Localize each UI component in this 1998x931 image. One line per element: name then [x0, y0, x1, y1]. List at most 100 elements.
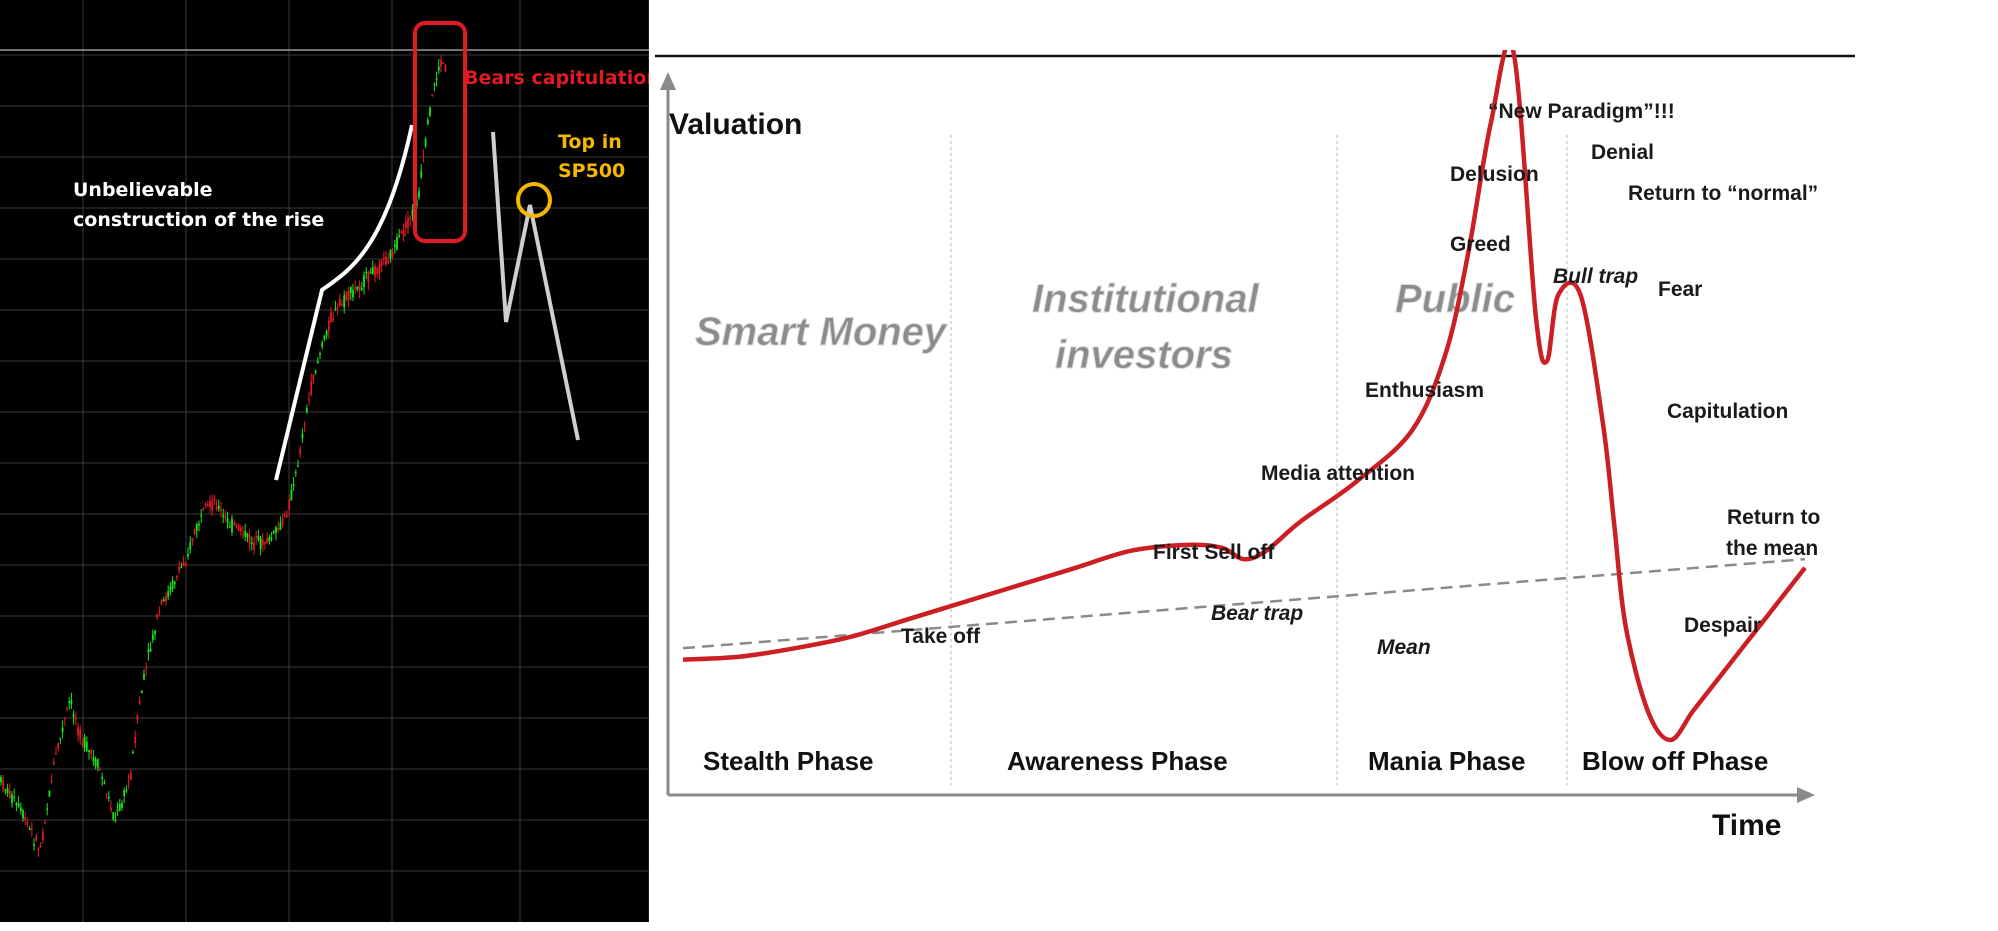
phase-label-blow-off: Blow off Phase	[1582, 746, 1768, 776]
candle-body	[327, 320, 330, 332]
candle-body	[345, 292, 348, 301]
candle-body	[77, 727, 79, 735]
candle-body	[242, 533, 244, 536]
candle-body	[277, 528, 280, 531]
candle-body	[90, 749, 93, 754]
candle-body	[39, 845, 42, 848]
candle-body	[0, 776, 2, 783]
label-fear: Fear	[1658, 278, 1702, 301]
candle-body	[8, 791, 11, 799]
candle-body	[369, 272, 372, 274]
candle-body	[316, 361, 319, 363]
candle-body	[283, 514, 286, 517]
candle-body	[92, 757, 95, 762]
candle-body	[387, 260, 390, 264]
candle-body	[347, 290, 350, 300]
candle-body	[52, 761, 55, 765]
candle-body	[63, 717, 66, 720]
candle-body	[15, 803, 18, 806]
phase-label-mania: Mania Phase	[1368, 746, 1526, 776]
candle-body	[220, 509, 222, 511]
y-axis-arrow	[660, 72, 676, 90]
candle-body	[310, 380, 313, 395]
candle-body	[233, 522, 236, 525]
top-label-line-1: Top in	[558, 131, 622, 153]
candle-body	[275, 527, 277, 533]
candle-body	[253, 542, 255, 550]
candle-body	[422, 155, 425, 158]
candle-body	[105, 793, 108, 796]
candle-body	[79, 729, 82, 740]
candle-body	[195, 524, 198, 531]
label-bear-trap: Bear trap	[1211, 602, 1303, 625]
candle-body	[74, 717, 77, 720]
candle-body	[154, 630, 156, 635]
candle-body	[72, 714, 75, 717]
label-media-attention: Media attention	[1261, 462, 1415, 485]
candle-body	[391, 251, 394, 256]
candle-body	[200, 514, 203, 517]
candle-body	[99, 769, 101, 771]
candle-body	[409, 217, 412, 220]
candle-body	[411, 210, 414, 216]
candle-body	[312, 374, 315, 381]
candle-body	[301, 433, 304, 439]
candle-body	[323, 335, 326, 340]
candle-body	[297, 465, 299, 467]
y-axis-title: Valuation	[669, 108, 802, 141]
candle-body	[371, 267, 374, 275]
candle-body	[314, 370, 317, 373]
candle-body	[380, 260, 383, 267]
top-circle-marker	[516, 182, 552, 218]
candle-body	[303, 424, 306, 426]
valuation-series-line	[682, 50, 1807, 743]
chart-grid	[0, 0, 649, 922]
candle-body	[26, 821, 29, 824]
candle-body	[343, 295, 346, 308]
candle-body	[136, 715, 139, 721]
candle-body	[50, 780, 53, 783]
candle-body	[435, 78, 438, 80]
label-return-mean-1: Return to	[1727, 506, 1820, 529]
phase-label-stealth: Stealth Phase	[703, 746, 874, 776]
candle-body	[239, 527, 242, 532]
candle-body	[402, 229, 405, 238]
candle-body	[103, 782, 106, 785]
candle-body	[149, 648, 152, 652]
label-return-normal: Return to “normal”	[1628, 182, 1818, 205]
candle-body	[259, 537, 262, 549]
price-candlestick-chart: Unbelievable construction of the rise Be…	[0, 0, 649, 922]
candle-body	[189, 542, 192, 550]
label-despair: Despair	[1684, 614, 1761, 637]
candle-body	[231, 518, 233, 533]
candle-body	[261, 539, 264, 546]
candle-body	[235, 524, 238, 527]
candle-body	[330, 312, 332, 323]
candle-body	[41, 832, 44, 840]
candle-body	[101, 777, 104, 779]
candle-body	[61, 727, 64, 733]
group-label-smart-money: Smart Money	[695, 310, 948, 354]
candle-body	[338, 298, 341, 306]
candle-body	[365, 271, 368, 274]
candle-body	[178, 566, 181, 572]
candle-body	[37, 848, 40, 851]
candle-body	[226, 518, 229, 523]
candle-body	[222, 515, 225, 517]
candle-body	[184, 563, 187, 566]
candle-body	[334, 307, 337, 310]
candle-body	[437, 66, 440, 71]
candle-body	[143, 674, 145, 680]
candle-body	[264, 542, 266, 544]
candle-body	[286, 516, 288, 518]
candle-body	[81, 743, 84, 745]
candle-body	[257, 535, 260, 540]
candle-body	[94, 759, 97, 767]
candle-body	[88, 750, 90, 752]
candle-body	[215, 506, 218, 510]
candle-body	[112, 812, 115, 820]
candle-body	[272, 531, 275, 533]
candle-body	[151, 634, 154, 640]
candle-body	[165, 595, 167, 602]
candle-body	[367, 272, 370, 283]
